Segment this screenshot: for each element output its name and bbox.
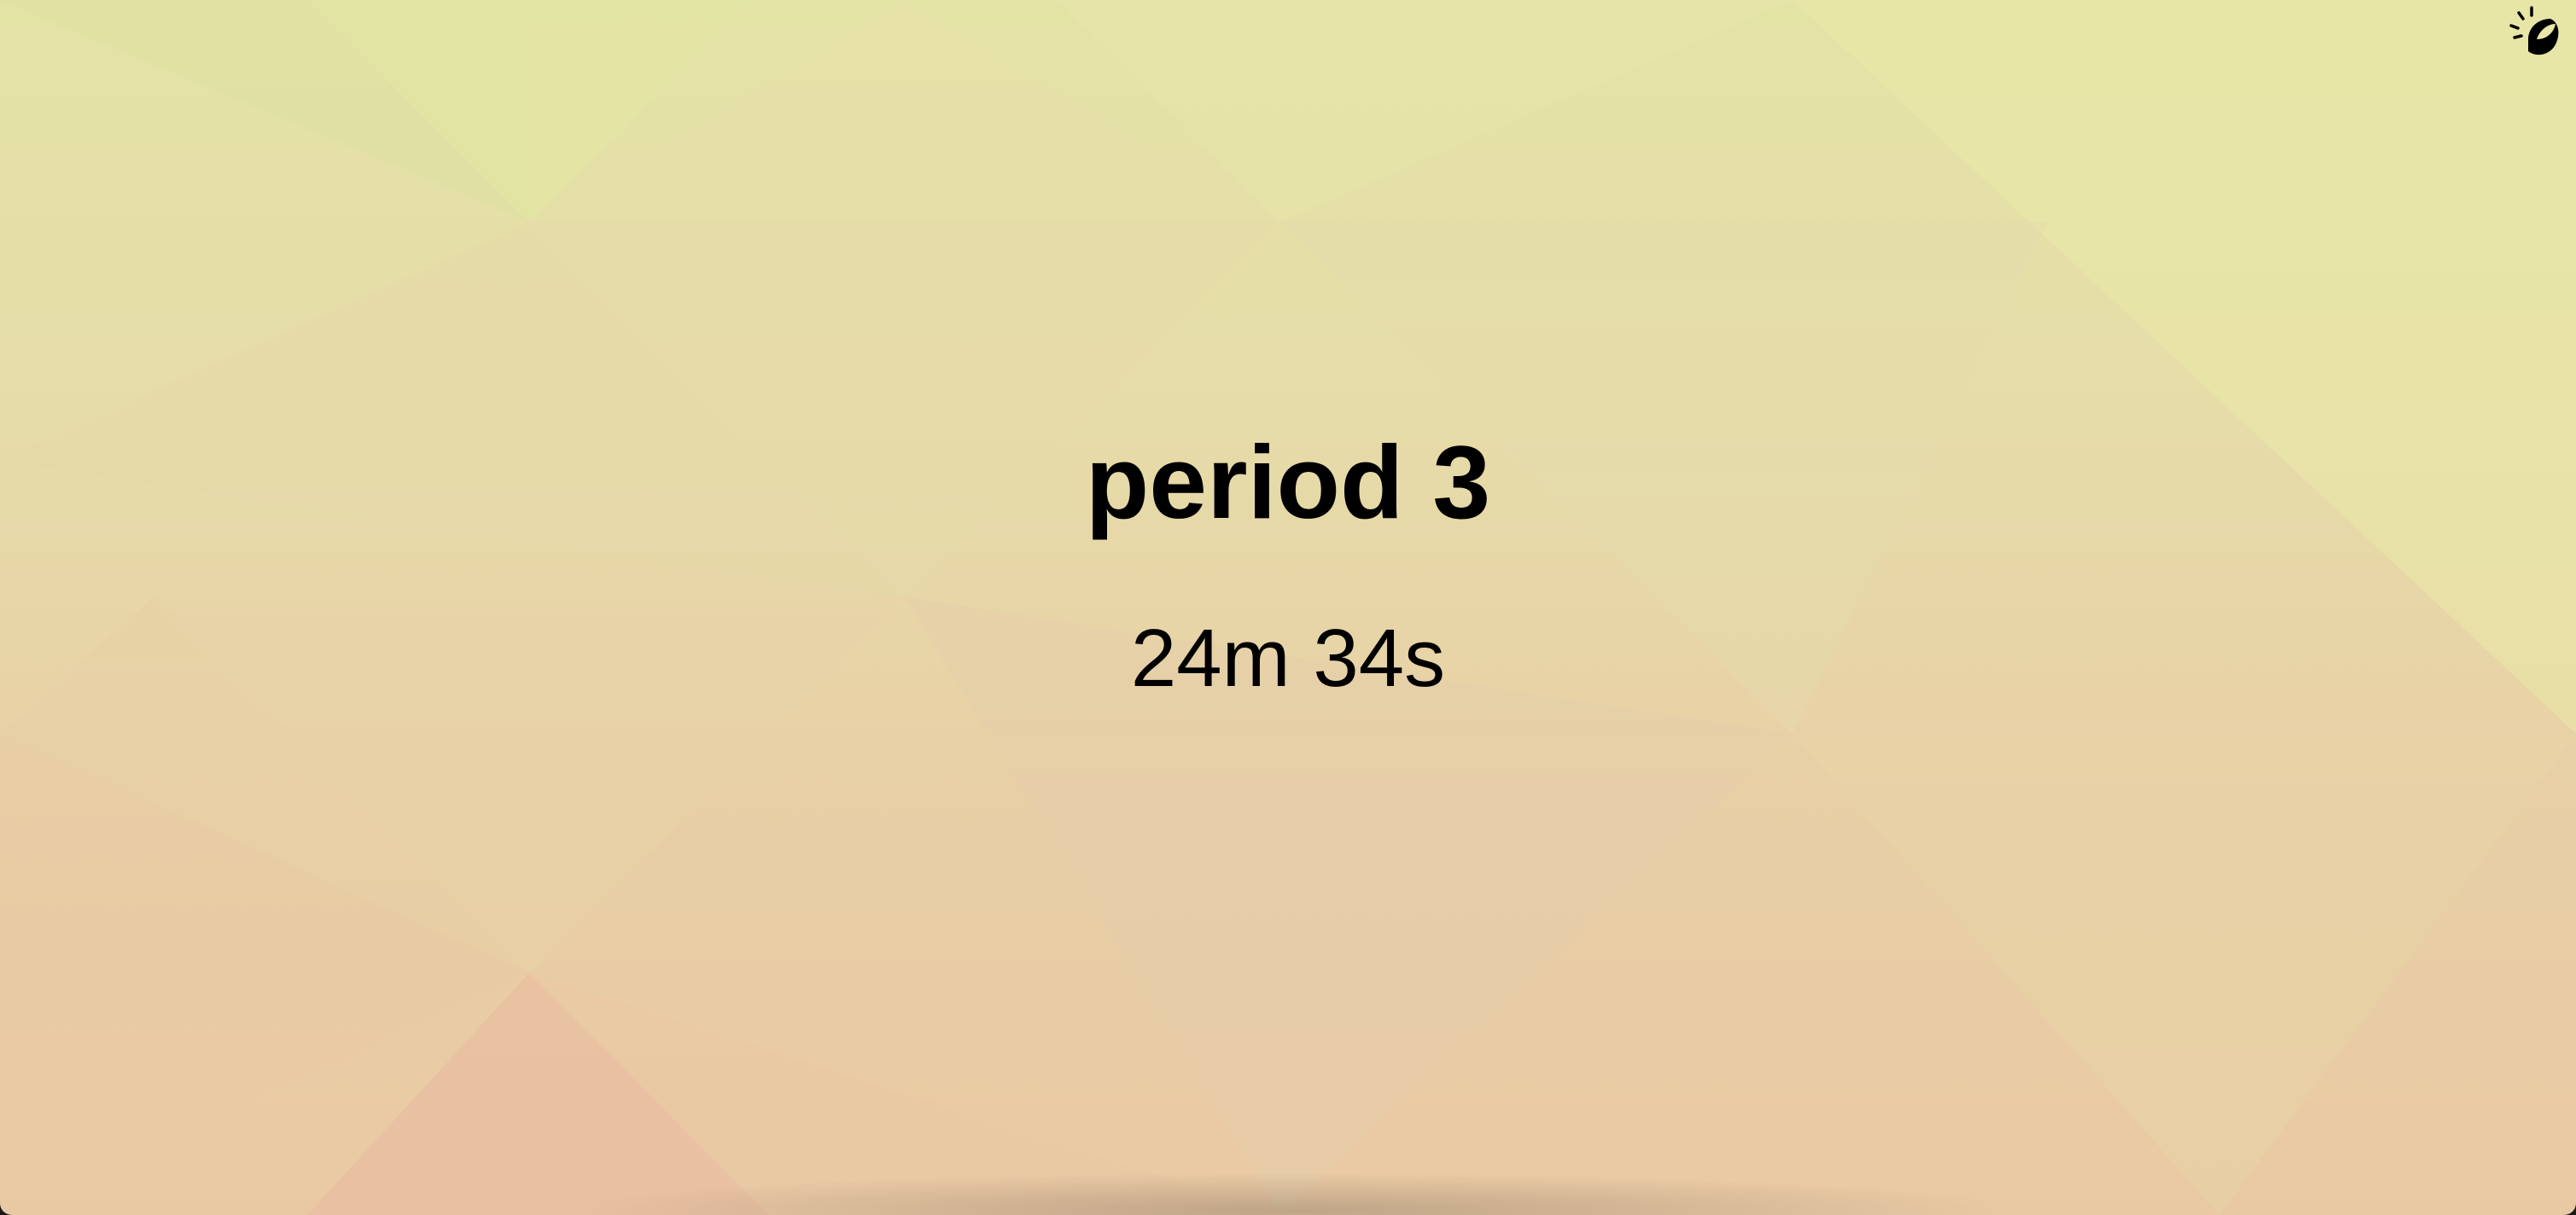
sun-leaf-logo-icon[interactable] [2503, 5, 2562, 65]
period-title: period 3 [1085, 424, 1491, 540]
time-remaining: 24m 34s [1130, 613, 1446, 704]
